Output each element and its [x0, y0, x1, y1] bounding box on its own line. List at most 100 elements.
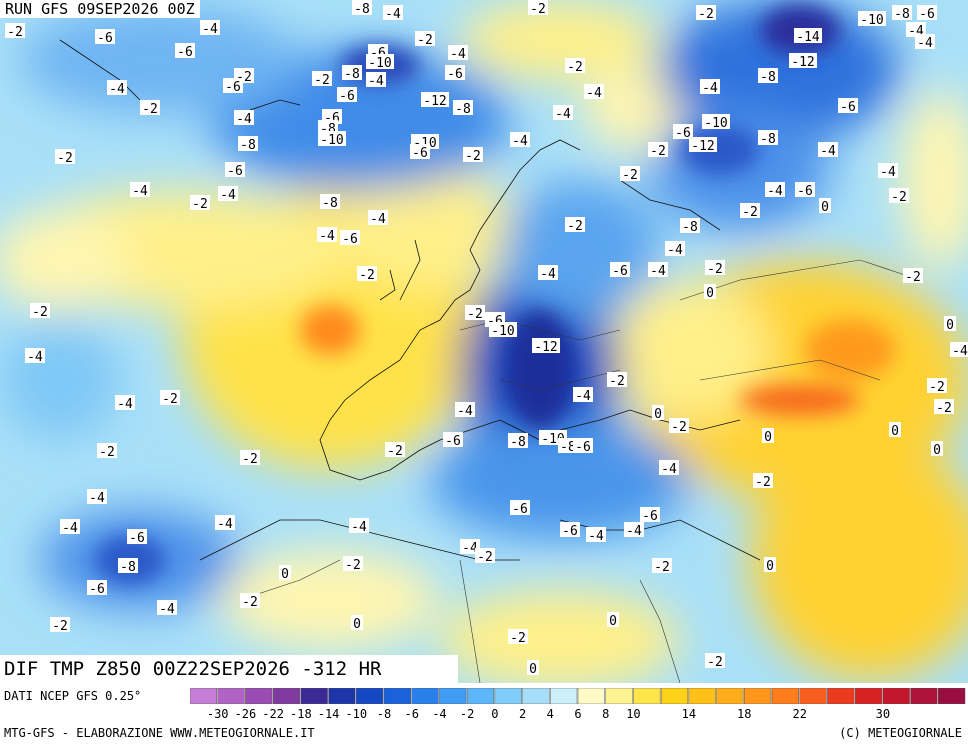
contour-label-text: -6	[445, 434, 461, 449]
contour-label: -2	[240, 593, 260, 610]
color-scale-tick: 8	[602, 707, 610, 721]
contour-label-text: -6	[227, 164, 243, 179]
contour-label-text: -2	[52, 619, 68, 634]
contour-label: -4	[700, 79, 720, 96]
contour-label-text: 0	[609, 614, 617, 629]
contour-label: -4	[648, 262, 668, 279]
contour-label-text: -8	[322, 196, 338, 211]
contour-label-text: -4	[702, 81, 718, 96]
contour-label-text: -6	[919, 7, 935, 22]
contour-label-text: -6	[675, 126, 691, 141]
contour-label: -12	[689, 137, 717, 154]
color-scale-tick: -18	[290, 707, 312, 721]
color-swatch	[938, 688, 966, 704]
contour-label: -2	[705, 653, 725, 670]
contour-label: -4	[818, 142, 838, 159]
contour-label: -2	[55, 149, 75, 166]
contour-label-text: -2	[32, 305, 48, 320]
contour-label: -8	[680, 218, 700, 235]
credit-right: (C) METEOGIORNALE	[839, 726, 962, 740]
contour-label-text: -2	[905, 270, 921, 285]
color-swatch	[577, 688, 605, 704]
contour-labels: -2 -6-6-4-8 -4-2-4-6-10-6 -2-4-2 -2 -10 -8 -6-4…	[5, 0, 968, 677]
contour-label-text: -4	[370, 212, 386, 227]
contour-label-text: -6	[797, 184, 813, 199]
contour-label-text: -2	[162, 392, 178, 407]
color-scale-ticks: -30 -26 -22 -18 -14 -10 -8 -6 -4 -2 0 2 4 6 8 10 14 18 22 3…	[190, 707, 966, 723]
contour-label: -2	[463, 147, 483, 164]
contour-label-text: 0	[946, 318, 954, 333]
contour-label-text: -4	[952, 344, 968, 359]
color-swatch	[383, 688, 411, 704]
contour-label-text: -2	[465, 149, 481, 164]
contour-label-text: -4	[555, 107, 571, 122]
contour-label: 0	[819, 198, 831, 215]
contour-label: -2	[343, 556, 363, 573]
contour-label-text: -2	[929, 380, 945, 395]
contour-label: -2	[607, 372, 627, 389]
contour-label-text: -10	[320, 133, 343, 148]
color-swatch	[827, 688, 855, 704]
contour-label-text: 0	[281, 567, 289, 582]
color-swatch	[245, 688, 273, 704]
contour-label: -6	[510, 500, 530, 517]
contour-label-text: -4	[575, 389, 591, 404]
contour-label: -4	[107, 80, 127, 97]
contour-label-text: -2	[314, 73, 330, 88]
contour-label-text: -4	[217, 517, 233, 532]
contour-label-text: -2	[192, 197, 208, 212]
contour-label-text: -4	[319, 229, 335, 244]
contour-label: -4	[455, 402, 475, 419]
contour-label-text: 0	[706, 286, 714, 301]
color-swatch	[356, 688, 384, 704]
contour-label: -4	[366, 72, 386, 89]
contour-label: -12	[532, 338, 560, 355]
contour-label-text: -4	[586, 86, 602, 101]
color-scale-tick: 30	[875, 707, 891, 721]
contour-label: -4	[659, 460, 679, 477]
contour-label: -2	[190, 195, 210, 212]
contour-label: -6	[795, 182, 815, 199]
contour-label-text: -6	[562, 524, 578, 539]
contour-label-text: -4	[202, 22, 218, 37]
color-swatch	[716, 688, 744, 704]
contour-label: -6	[917, 5, 937, 22]
contour-label: -10	[318, 131, 346, 148]
color-scale-tick: -10	[345, 707, 368, 721]
contour-label-text: -10	[491, 324, 514, 339]
contour-label-text: -6	[512, 502, 528, 517]
contour-label: 0	[351, 615, 363, 632]
contour-label-text: -4	[667, 243, 683, 258]
credit-left: MTG-GFS - ELABORAZIONE WWW.METEOGIORNALE…	[4, 726, 315, 740]
contour-label-text: -2	[345, 558, 361, 573]
contour-label-text: -8	[682, 220, 698, 235]
contour-label-text: -2	[99, 445, 115, 460]
contour-label: -2	[903, 268, 923, 285]
contour-label: -4	[573, 387, 593, 404]
contour-label-text: -8	[760, 132, 776, 147]
contour-label-text: -2	[654, 560, 670, 575]
color-swatch	[744, 688, 772, 704]
contour-label: -8	[758, 130, 778, 147]
contour-label: -10	[489, 322, 517, 339]
contour-label-text: -4	[62, 521, 78, 536]
contour-label: -8	[758, 68, 778, 85]
contour-label-text: -2	[567, 60, 583, 75]
contour-label-text: -8	[240, 138, 256, 153]
contour-label: 0	[944, 316, 956, 333]
contour-label: -2	[475, 548, 495, 565]
contour-label-text: -4	[27, 350, 43, 365]
contour-label-text: -6	[177, 45, 193, 60]
color-swatch	[799, 688, 827, 704]
contour-label-text: -12	[534, 340, 557, 355]
contour-label-text: -4	[588, 529, 604, 544]
contour-label-text: -4	[880, 165, 896, 180]
contour-label-text: 0	[821, 200, 829, 215]
contour-label-text: -12	[791, 55, 814, 70]
contour-label: -8	[453, 100, 473, 117]
contour-label: -4	[317, 227, 337, 244]
contour-label-text: -6	[642, 509, 658, 524]
contour-label-text: -10	[368, 56, 391, 71]
contour-label: -6	[673, 124, 693, 141]
color-scale-tick: 4	[546, 707, 554, 721]
